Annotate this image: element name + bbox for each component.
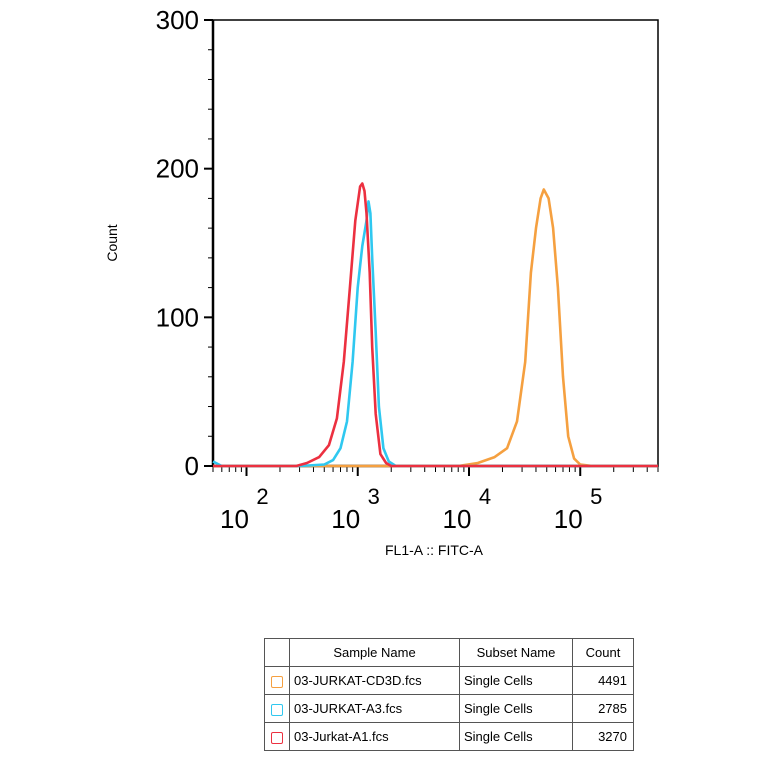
legend-sample-name: 03-Jurkat-A1.fcs	[289, 722, 460, 751]
legend-header-count: Count	[572, 638, 634, 667]
legend-count: 4491	[572, 666, 634, 695]
legend-subset-name: Single Cells	[459, 666, 573, 695]
plot-border	[212, 19, 659, 467]
x-axis: 10 2 10 3 10 4 10 5	[212, 466, 659, 534]
series-line	[213, 182, 658, 468]
legend-sample-name: 03-JURKAT-CD3D.fcs	[289, 666, 460, 695]
legend-subset-name: Single Cells	[459, 694, 573, 723]
legend-count: 2785	[572, 694, 634, 723]
legend-swatch-icon	[271, 675, 283, 688]
x-tick-label: 10	[331, 504, 360, 534]
legend-swatch-cell	[264, 666, 290, 695]
x-tick-exponent: 4	[479, 484, 491, 509]
y-tick-label: 100	[156, 302, 199, 332]
series-line	[213, 188, 658, 468]
legend-header-subset: Subset Name	[459, 638, 573, 667]
legend-row: 03-JURKAT-CD3D.fcs Single Cells 4491	[264, 666, 634, 695]
legend-header-sample: Sample Name	[289, 638, 460, 667]
legend-header-row: Sample Name Subset Name Count	[264, 638, 634, 667]
y-axis-label: Count	[104, 224, 120, 261]
x-tick-exponent: 3	[368, 484, 380, 509]
plot-frame	[211, 19, 659, 468]
legend-swatch-icon	[271, 731, 283, 744]
y-tick-label: 300	[156, 5, 199, 35]
legend-swatch-cell	[264, 722, 290, 751]
y-tick-label: 0	[185, 451, 199, 481]
series-line	[212, 200, 658, 468]
series-layer	[212, 182, 658, 468]
legend-sample-name: 03-JURKAT-A3.fcs	[289, 694, 460, 723]
x-axis-label: FL1-A :: FITC-A	[385, 542, 484, 558]
legend-swatch-cell	[264, 694, 290, 723]
legend-row: 03-Jurkat-A1.fcs Single Cells 3270	[264, 722, 634, 751]
sample-legend-table: Sample Name Subset Name Count 03-JURKAT-…	[264, 638, 634, 751]
legend-row: 03-JURKAT-A3.fcs Single Cells 2785	[264, 694, 634, 723]
histogram-chart: 0 100 200 300 10 210 310 410 5 Count FL1-A :: F…	[104, 5, 659, 558]
x-tick-label: 10	[220, 504, 249, 534]
legend-swatch-icon	[271, 703, 283, 716]
y-axis: 0 100 200 300	[156, 5, 213, 481]
x-tick-exponent: 2	[256, 484, 268, 509]
x-tick-exponent: 5	[590, 484, 602, 509]
y-tick-label: 200	[156, 154, 199, 184]
x-tick-label: 10	[554, 504, 583, 534]
legend-count: 3270	[572, 722, 634, 751]
legend-swatch-header	[264, 638, 290, 667]
legend-subset-name: Single Cells	[459, 722, 573, 751]
x-tick-label: 10	[443, 504, 472, 534]
